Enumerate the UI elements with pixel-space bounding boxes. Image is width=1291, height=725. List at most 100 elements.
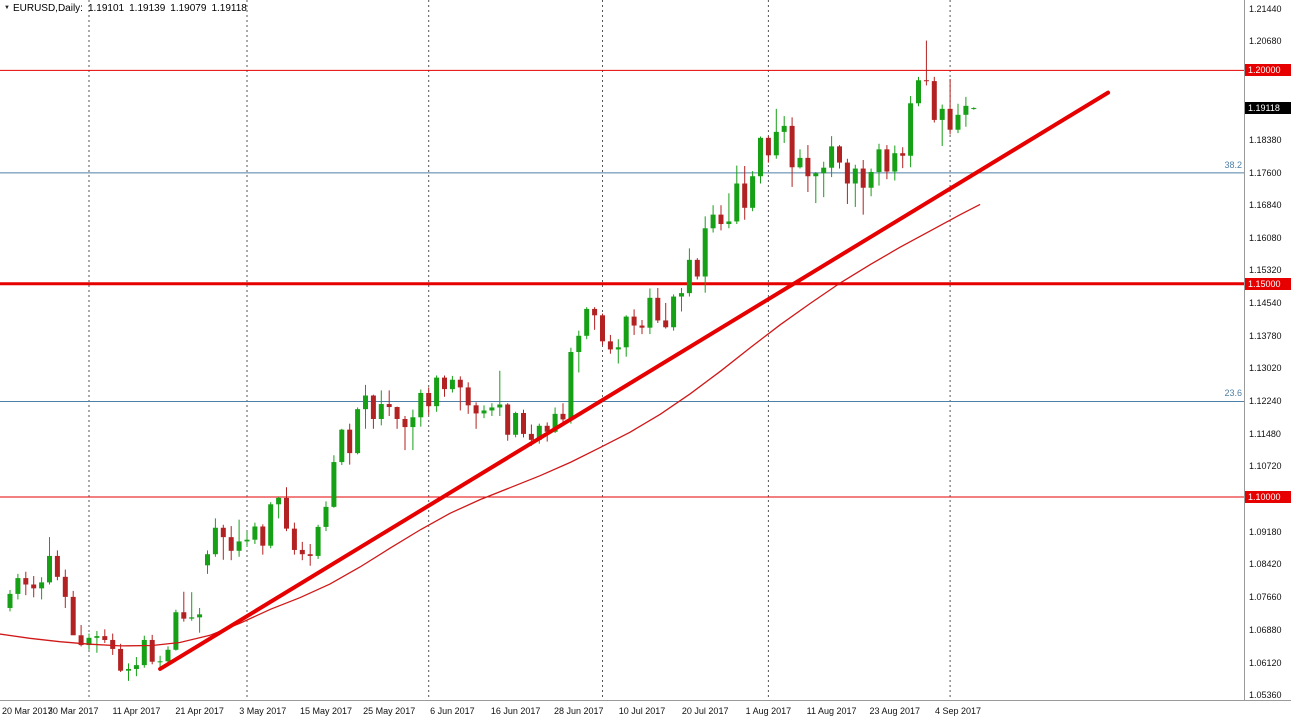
price-axis-label: 1.14540 bbox=[1249, 298, 1282, 309]
candle-body bbox=[789, 125, 795, 168]
candle-body bbox=[291, 528, 297, 550]
candle-body bbox=[971, 108, 977, 110]
candle-body bbox=[813, 173, 819, 177]
candle-body bbox=[449, 379, 455, 390]
candle-body bbox=[655, 297, 661, 321]
current-price-badge: 1.19118 bbox=[1245, 102, 1291, 115]
candle-body bbox=[631, 316, 637, 326]
time-axis-label: 16 Jun 2017 bbox=[490, 706, 541, 716]
ohlc-open: 1.19101 bbox=[87, 3, 125, 14]
candle-body bbox=[47, 555, 52, 583]
candle-body bbox=[718, 214, 724, 225]
time-axis-label: 23 Aug 2017 bbox=[869, 706, 921, 716]
candle-body bbox=[15, 578, 21, 594]
candle-body bbox=[805, 157, 811, 177]
candle-body bbox=[694, 259, 700, 277]
candle-body bbox=[750, 176, 756, 208]
time-axis-label: 11 Aug 2017 bbox=[806, 706, 857, 716]
candle-body bbox=[402, 418, 408, 428]
candle-body bbox=[876, 149, 882, 172]
candle-body bbox=[734, 183, 740, 222]
candle-body bbox=[481, 410, 487, 414]
time-axis-label: 30 Mar 2017 bbox=[47, 706, 99, 716]
price-level-badge: 1.15000 bbox=[1245, 277, 1291, 290]
candle-body bbox=[923, 80, 929, 82]
candle-body bbox=[473, 405, 479, 414]
candle-body bbox=[623, 316, 629, 348]
time-axis-label: 25 May 2017 bbox=[363, 706, 416, 716]
price-axis-label: 1.09180 bbox=[1249, 527, 1282, 538]
candle-body bbox=[521, 413, 526, 434]
candle-body bbox=[442, 377, 447, 390]
candle-body bbox=[758, 137, 763, 177]
candle-body bbox=[331, 462, 337, 507]
candle-body bbox=[773, 131, 779, 156]
candle-body bbox=[837, 146, 842, 163]
candle-body bbox=[260, 526, 266, 546]
price-axis-label: 1.05360 bbox=[1249, 690, 1282, 700]
price-axis-label: 1.16080 bbox=[1249, 232, 1282, 243]
candle-body bbox=[370, 395, 376, 419]
candle-body bbox=[568, 352, 574, 420]
candle-body bbox=[955, 114, 961, 130]
candle-body bbox=[78, 635, 84, 646]
info-bar: ▼ EURUSD,Daily: 1.19101 1.19139 1.19079 1.191… bbox=[4, 3, 247, 14]
candle-body bbox=[339, 429, 345, 463]
time-axis-label: 11 Apr 2017 bbox=[112, 706, 161, 716]
candle-body bbox=[465, 387, 471, 406]
time-axis-label: 28 Jun 2017 bbox=[554, 706, 604, 716]
price-axis-label: 1.07660 bbox=[1249, 591, 1282, 602]
candle-body bbox=[284, 497, 289, 529]
price-axis-label: 1.21440 bbox=[1249, 4, 1282, 14]
candle-body bbox=[781, 125, 787, 132]
candle-body bbox=[189, 617, 195, 619]
candle-body bbox=[133, 665, 139, 669]
candle-body bbox=[829, 146, 835, 168]
price-axis-label: 1.13020 bbox=[1249, 363, 1282, 374]
candle-body bbox=[916, 80, 921, 104]
trendline[interactable] bbox=[158, 90, 1111, 671]
candle-body bbox=[363, 395, 368, 410]
candle-body bbox=[497, 404, 503, 408]
candle-body bbox=[489, 407, 495, 411]
candle-body bbox=[378, 404, 384, 419]
candle-body bbox=[576, 335, 582, 352]
candle-body bbox=[513, 413, 519, 435]
candle-body bbox=[220, 527, 226, 538]
candle-body bbox=[141, 639, 147, 666]
price-axis-label: 1.17600 bbox=[1249, 167, 1282, 178]
fibo-level-label: 38.2 bbox=[1224, 159, 1242, 170]
candle-body bbox=[900, 153, 906, 156]
candle-body bbox=[418, 392, 424, 418]
candle-body bbox=[884, 149, 890, 172]
candle-body bbox=[679, 293, 684, 297]
candle-body bbox=[410, 417, 416, 428]
candle-body bbox=[702, 228, 708, 277]
candle-body bbox=[552, 413, 558, 432]
price-axis[interactable]: 1.21440 1.20680 1.18380 1.17600 1.16840 1.160… bbox=[1244, 0, 1291, 700]
candle-body bbox=[299, 549, 305, 555]
candle-body bbox=[892, 153, 898, 172]
candle-body bbox=[939, 108, 945, 120]
candle-body bbox=[394, 407, 400, 419]
time-axis[interactable]: 20 Mar 2017 30 Mar 2017 11 Apr 2017 21 Apr … bbox=[0, 700, 1291, 725]
candle-body bbox=[797, 157, 803, 168]
price-axis-label: 1.16840 bbox=[1249, 200, 1282, 211]
price-axis-label: 1.06120 bbox=[1249, 657, 1282, 668]
candle-body bbox=[7, 593, 13, 608]
candle-body bbox=[505, 404, 511, 435]
candle-body bbox=[31, 584, 37, 589]
candle-body bbox=[686, 259, 692, 294]
candle-body bbox=[528, 433, 534, 440]
candle-body bbox=[560, 413, 566, 420]
price-axis-label: 1.18380 bbox=[1249, 134, 1282, 145]
candle-body bbox=[663, 320, 669, 328]
candle-body bbox=[323, 506, 329, 527]
candle-body bbox=[931, 81, 937, 120]
candle-body bbox=[844, 162, 850, 184]
time-axis-label: 21 Apr 2017 bbox=[175, 706, 224, 716]
candle-body bbox=[647, 297, 653, 328]
symbol-dropdown-icon: ▼ bbox=[4, 5, 10, 11]
candle-body bbox=[426, 392, 432, 407]
